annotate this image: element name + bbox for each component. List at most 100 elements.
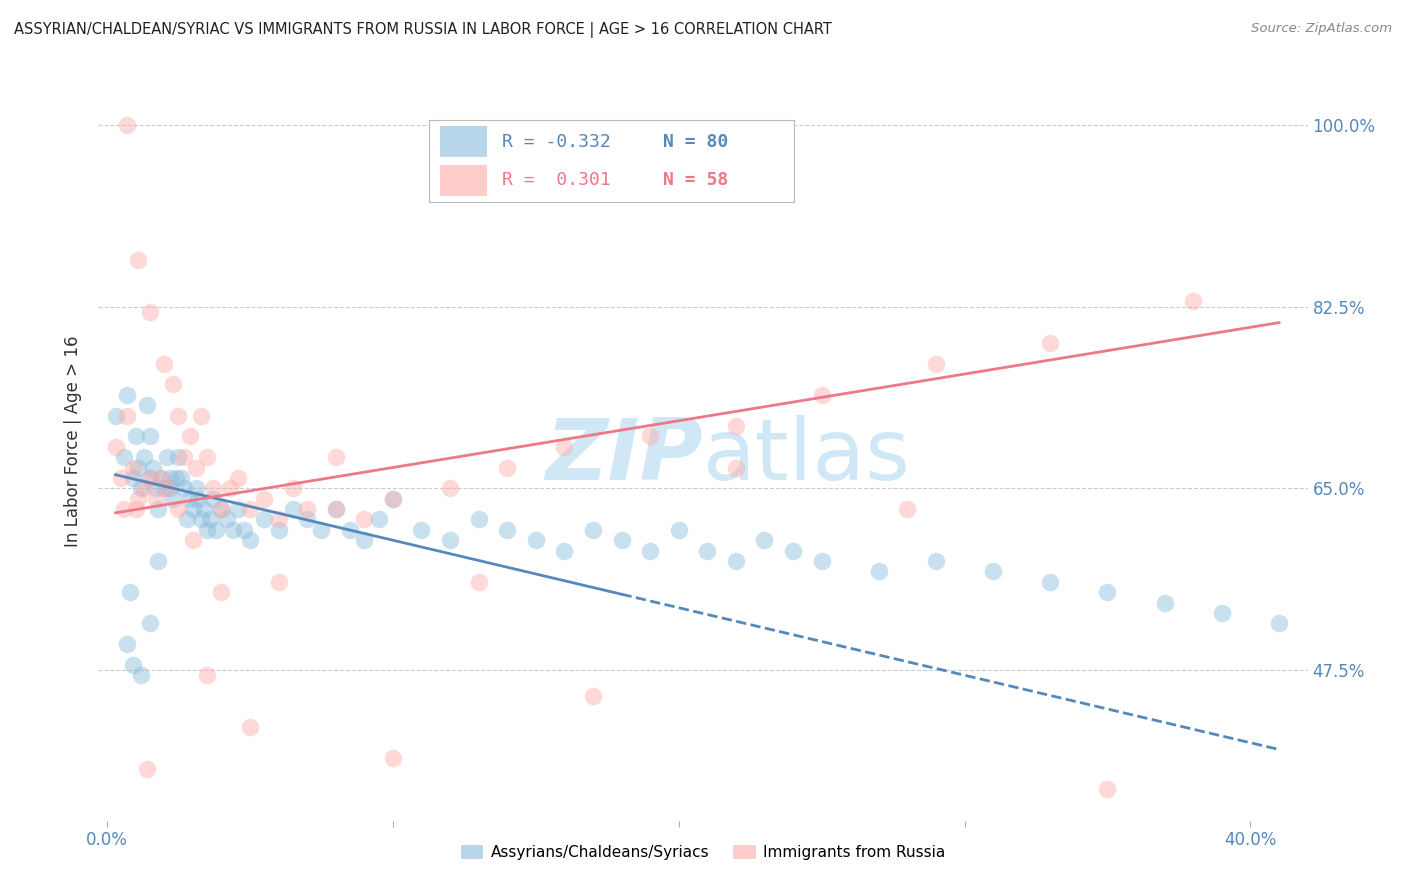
- Point: [381, 751, 404, 765]
- Point: [638, 543, 661, 558]
- Point: [159, 481, 181, 495]
- Point: [181, 502, 204, 516]
- Point: [239, 720, 262, 734]
- Point: [896, 502, 918, 516]
- Point: [868, 565, 890, 579]
- Point: [121, 657, 143, 672]
- Point: [524, 533, 547, 548]
- Point: [190, 512, 212, 526]
- Point: [553, 440, 575, 454]
- Point: [724, 460, 747, 475]
- Point: [145, 481, 167, 495]
- Point: [110, 471, 132, 485]
- Point: [112, 502, 135, 516]
- Point: [162, 377, 184, 392]
- Y-axis label: In Labor Force | Age > 16: In Labor Force | Age > 16: [65, 335, 83, 548]
- Point: [228, 502, 250, 516]
- Point: [209, 502, 232, 516]
- Text: Source: ZipAtlas.com: Source: ZipAtlas.com: [1251, 22, 1392, 36]
- Point: [638, 429, 661, 443]
- Point: [129, 481, 152, 495]
- Point: [201, 481, 224, 495]
- Point: [115, 388, 138, 402]
- Bar: [440, 165, 488, 196]
- Point: [159, 471, 181, 485]
- Point: [239, 533, 262, 548]
- Point: [281, 502, 304, 516]
- Point: [267, 523, 290, 537]
- Point: [179, 491, 201, 506]
- Point: [353, 512, 375, 526]
- Point: [167, 409, 190, 423]
- Point: [381, 491, 404, 506]
- Point: [139, 471, 162, 485]
- Point: [219, 481, 242, 495]
- Point: [198, 512, 221, 526]
- Point: [127, 252, 149, 267]
- Point: [195, 450, 218, 464]
- Point: [156, 450, 179, 464]
- Point: [222, 523, 245, 537]
- Point: [1097, 585, 1119, 599]
- Point: [1039, 335, 1062, 350]
- Point: [325, 450, 347, 464]
- Bar: [440, 126, 488, 157]
- Point: [339, 523, 361, 537]
- Point: [582, 689, 605, 703]
- Point: [115, 409, 138, 423]
- Text: N = 58: N = 58: [662, 170, 728, 188]
- Point: [127, 460, 149, 475]
- Point: [233, 523, 256, 537]
- Point: [325, 502, 347, 516]
- Point: [209, 502, 232, 516]
- Point: [1153, 595, 1175, 609]
- Point: [201, 491, 224, 506]
- Point: [311, 523, 333, 537]
- Point: [810, 388, 832, 402]
- Point: [267, 512, 290, 526]
- Point: [195, 668, 218, 682]
- Point: [467, 574, 489, 589]
- Point: [668, 523, 690, 537]
- Point: [184, 460, 207, 475]
- Point: [467, 512, 489, 526]
- Point: [1097, 782, 1119, 797]
- Point: [193, 502, 215, 516]
- Point: [139, 471, 162, 485]
- Point: [139, 429, 162, 443]
- Point: [118, 585, 141, 599]
- Point: [129, 668, 152, 682]
- Point: [610, 533, 633, 548]
- Point: [1182, 294, 1205, 309]
- Point: [724, 419, 747, 434]
- Point: [136, 398, 159, 412]
- Point: [754, 533, 776, 548]
- Point: [148, 502, 170, 516]
- Point: [981, 565, 1004, 579]
- Point: [124, 502, 146, 516]
- Point: [173, 450, 195, 464]
- Point: [115, 118, 138, 132]
- Point: [1039, 574, 1062, 589]
- Legend: Assyrians/Chaldeans/Syriacs, Immigrants from Russia: Assyrians/Chaldeans/Syriacs, Immigrants …: [454, 838, 952, 866]
- Point: [145, 491, 167, 506]
- Point: [696, 543, 718, 558]
- Text: N = 80: N = 80: [662, 133, 728, 151]
- Point: [925, 554, 948, 568]
- Point: [195, 523, 218, 537]
- Point: [167, 502, 190, 516]
- Point: [353, 533, 375, 548]
- Text: atlas: atlas: [703, 415, 911, 499]
- Point: [253, 491, 276, 506]
- Point: [153, 481, 176, 495]
- Point: [179, 429, 201, 443]
- Point: [204, 523, 226, 537]
- Point: [112, 450, 135, 464]
- Point: [411, 523, 433, 537]
- Point: [165, 471, 187, 485]
- Point: [582, 523, 605, 537]
- Text: ZIP: ZIP: [546, 415, 703, 499]
- Point: [170, 471, 193, 485]
- Point: [139, 616, 162, 631]
- Point: [281, 481, 304, 495]
